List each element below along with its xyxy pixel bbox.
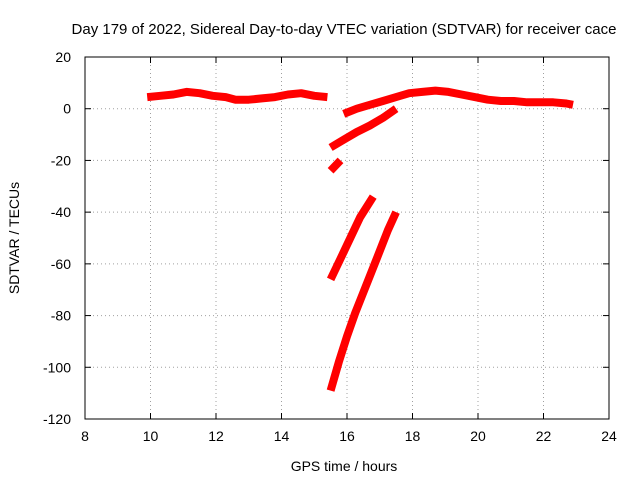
x-axis-label: GPS time / hours [291,458,398,474]
series-arc-3 [328,105,399,151]
x-tick-label: 22 [536,428,552,444]
x-tick-label: 20 [470,428,486,444]
series-group [146,86,574,392]
series-arc-6 [326,210,400,392]
series-arc-1 [146,87,328,104]
axis-ticks: 8 10 12 14 16 18 20 22 24 -120 -100 -80 -60 -40 -20 0 20 [43,49,617,444]
y-tick-label: 0 [63,101,71,117]
chart-title: Day 179 of 2022, Sidereal Day-to-day VTE… [72,21,617,38]
y-tick-label: -40 [51,204,71,220]
series-arc-4 [327,157,344,174]
x-tick-label: 24 [601,428,617,444]
y-tick-label: 20 [55,49,71,65]
x-tick-label: 12 [208,428,224,444]
y-tick-label: -60 [51,256,71,272]
series-arc-2 [342,86,574,118]
x-tick-label: 14 [274,428,290,444]
grid [85,57,609,419]
x-tick-label: 16 [339,428,355,444]
y-tick-label: -80 [51,308,71,324]
y-axis-label: SDTVAR / TECUs [6,182,22,294]
y-tick-label: -120 [43,411,71,427]
series-arc-5 [326,194,377,282]
x-tick-label: 18 [405,428,421,444]
x-tick-label: 10 [143,428,159,444]
y-tick-label: -100 [43,359,71,375]
y-tick-label: -20 [51,152,71,168]
x-tick-label: 8 [81,428,89,444]
